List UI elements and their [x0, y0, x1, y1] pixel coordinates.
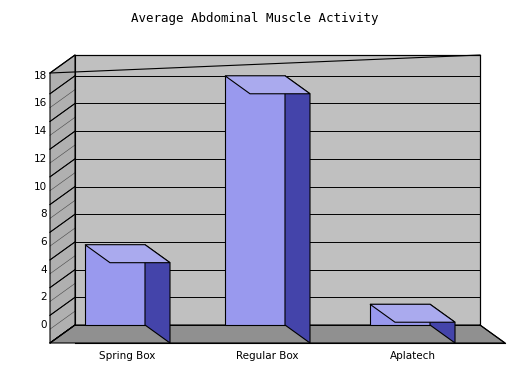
Polygon shape — [50, 325, 505, 343]
Text: 16: 16 — [34, 98, 47, 108]
Text: 6: 6 — [40, 237, 47, 247]
Text: 14: 14 — [34, 126, 47, 136]
Polygon shape — [285, 76, 310, 343]
Text: 18: 18 — [34, 71, 47, 81]
Text: 2: 2 — [40, 292, 47, 302]
Polygon shape — [225, 76, 285, 325]
Polygon shape — [430, 304, 455, 343]
Text: 10: 10 — [34, 181, 47, 192]
Polygon shape — [225, 76, 310, 94]
Polygon shape — [75, 55, 480, 325]
Text: Regular Box: Regular Box — [236, 351, 299, 361]
Polygon shape — [85, 245, 170, 263]
Text: Average Abdominal Muscle Activity: Average Abdominal Muscle Activity — [131, 12, 378, 25]
Text: 12: 12 — [34, 154, 47, 164]
Text: Aplatech: Aplatech — [389, 351, 436, 361]
Text: 8: 8 — [40, 209, 47, 219]
Polygon shape — [145, 245, 170, 343]
Polygon shape — [85, 245, 145, 325]
Polygon shape — [50, 55, 75, 343]
Polygon shape — [370, 304, 430, 325]
Text: 0: 0 — [41, 320, 47, 330]
Text: Spring Box: Spring Box — [99, 351, 156, 361]
Polygon shape — [370, 304, 455, 322]
Text: 4: 4 — [40, 265, 47, 274]
